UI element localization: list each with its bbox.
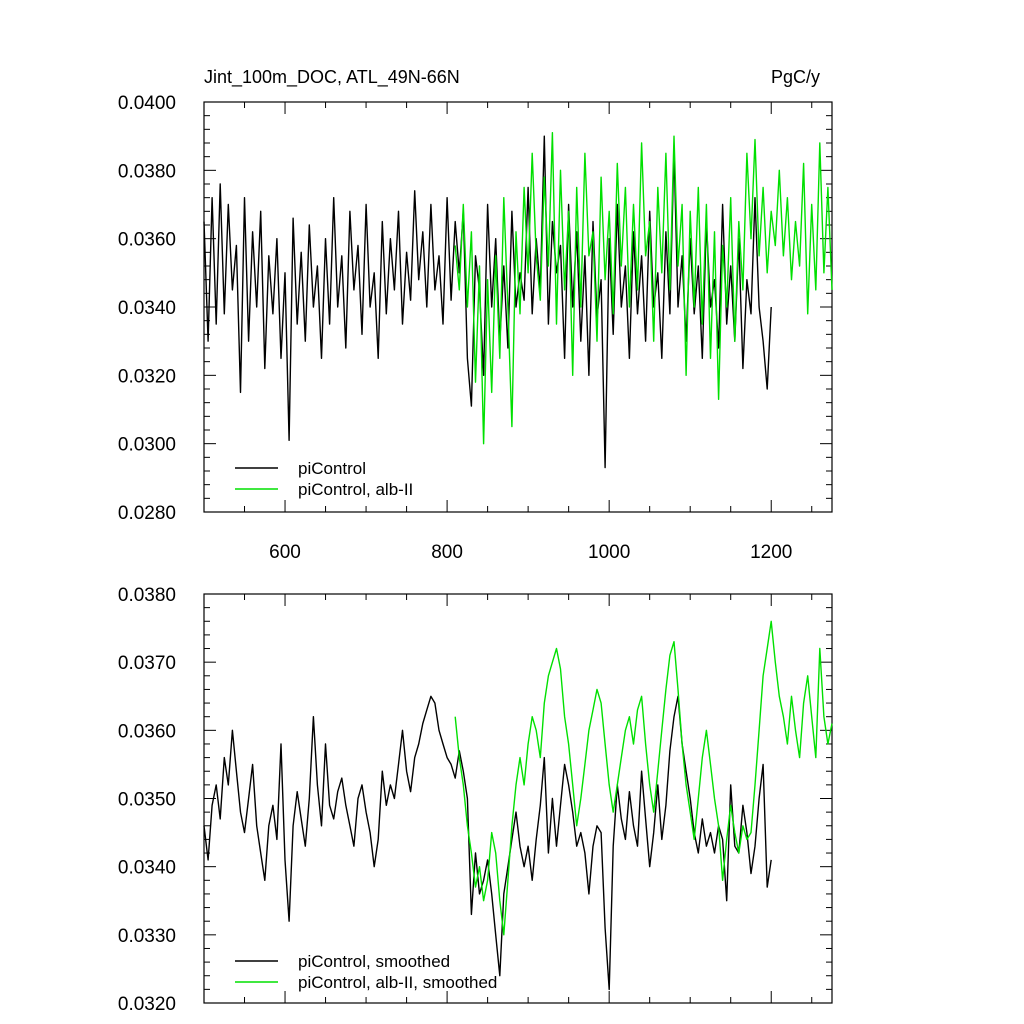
y-tick-label: 0.0380 <box>118 161 176 182</box>
y-tick-label: 0.0380 <box>118 585 176 606</box>
series-line-picontrol <box>203 695 772 991</box>
y-tick-label: 0.0370 <box>118 653 176 674</box>
y-tick-label: 0.0360 <box>118 721 176 742</box>
top-legend: piControl piControl, alb-II <box>235 459 413 499</box>
y-tick-label: 0.0330 <box>118 926 176 947</box>
y-tick-label: 0.0320 <box>118 994 176 1015</box>
y-tick-label: 0.0340 <box>118 298 176 319</box>
chart-title: Jint_100m_DOC, ATL_49N-66N <box>204 67 460 88</box>
y-tick-label: 0.0400 <box>118 93 176 114</box>
bottom-axis-ticks <box>203 593 832 1004</box>
y-tick-label: 0.0350 <box>118 790 176 811</box>
y-tick-label: 0.0340 <box>118 858 176 879</box>
y-tick-label: 0.0360 <box>118 230 176 251</box>
x-tick-label: 600 <box>269 542 301 563</box>
top-series <box>203 131 833 469</box>
bottom-tick-labels: 0.0320 0.0330 0.0340 0.0350 0.0360 0.0370 0.03… <box>118 585 176 1015</box>
legend-label-picontrol-smoothed: piControl, smoothed <box>298 952 450 971</box>
bottom-panel: 0.0320 0.0330 0.0340 0.0350 0.0360 0.0370 0.03… <box>118 585 833 1015</box>
top-axis-ticks <box>203 101 832 513</box>
top-panel: Jint_100m_DOC, ATL_49N-66N PgC/y 0.02800… <box>118 67 833 563</box>
x-tick-label: 1000 <box>588 542 630 563</box>
unit-label: PgC/y <box>771 67 820 87</box>
series-line-alb-ii <box>454 620 833 936</box>
series-line-picontrol <box>203 135 772 469</box>
legend-label-alb: piControl, alb-II <box>298 480 413 499</box>
bottom-legend: piControl, smoothed piControl, alb-II, s… <box>235 952 497 992</box>
x-tick-label: 1200 <box>750 542 792 563</box>
series-line-alb-ii <box>454 131 833 445</box>
bottom-series <box>203 620 833 991</box>
y-tick-label: 0.0320 <box>118 366 176 387</box>
y-tick-label: 0.0300 <box>118 435 176 456</box>
legend-label-picontrol: piControl <box>298 459 366 478</box>
y-tick-label: 0.0280 <box>118 503 176 524</box>
top-tick-labels: 0.0280 0.0300 0.0320 0.0340 0.0360 0.0380 0.04… <box>118 93 792 563</box>
x-tick-label: 800 <box>431 542 463 563</box>
legend-label-alb-smoothed: piControl, alb-II, smoothed <box>298 973 497 992</box>
